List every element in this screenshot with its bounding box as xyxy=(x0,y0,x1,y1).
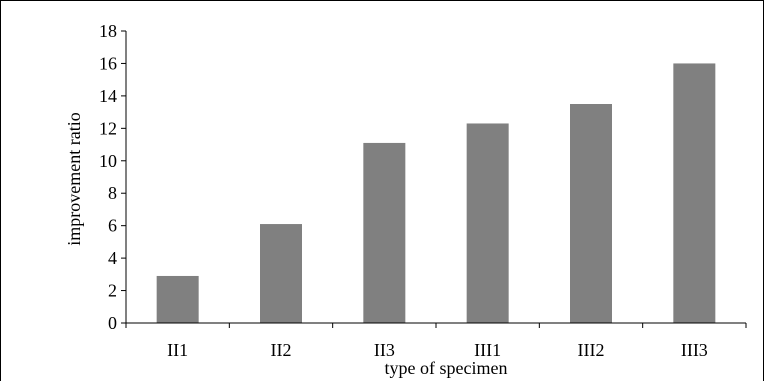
x-tick-label: II2 xyxy=(271,340,292,360)
x-tick-label: II1 xyxy=(167,340,188,360)
y-tick-label: 18 xyxy=(99,21,117,41)
y-tick-label: 6 xyxy=(108,216,117,236)
bar-ii3 xyxy=(363,142,406,323)
y-tick-label: 4 xyxy=(108,248,117,268)
x-tick-label: II3 xyxy=(374,340,395,360)
y-tick-label: 14 xyxy=(99,86,117,106)
y-axis-ticks: 0 2 4 6 8 10 12 14 16 18 xyxy=(99,21,126,333)
x-tick-label: III1 xyxy=(474,340,501,360)
x-axis-title: type of specimen xyxy=(385,358,508,378)
y-tick-label: 12 xyxy=(99,118,117,138)
y-axis-title: improvement ratio xyxy=(64,112,84,245)
y-tick-label: 10 xyxy=(99,151,117,171)
bar-ii1 xyxy=(156,275,199,323)
bar-iii2 xyxy=(570,104,612,323)
y-tick-label: 0 xyxy=(108,313,117,333)
y-tick-label: 8 xyxy=(108,183,117,203)
bars xyxy=(156,63,716,323)
x-tick-label: III2 xyxy=(578,340,605,360)
y-tick-label: 16 xyxy=(99,53,117,73)
x-tick-label: III3 xyxy=(681,340,708,360)
bar-ii2 xyxy=(260,224,302,323)
bar-iii3 xyxy=(673,63,716,323)
bar-iii1 xyxy=(466,123,509,323)
x-axis-ticks: II1 II2 II3 III1 III2 III3 xyxy=(125,323,747,360)
y-tick-label: 2 xyxy=(108,281,117,301)
